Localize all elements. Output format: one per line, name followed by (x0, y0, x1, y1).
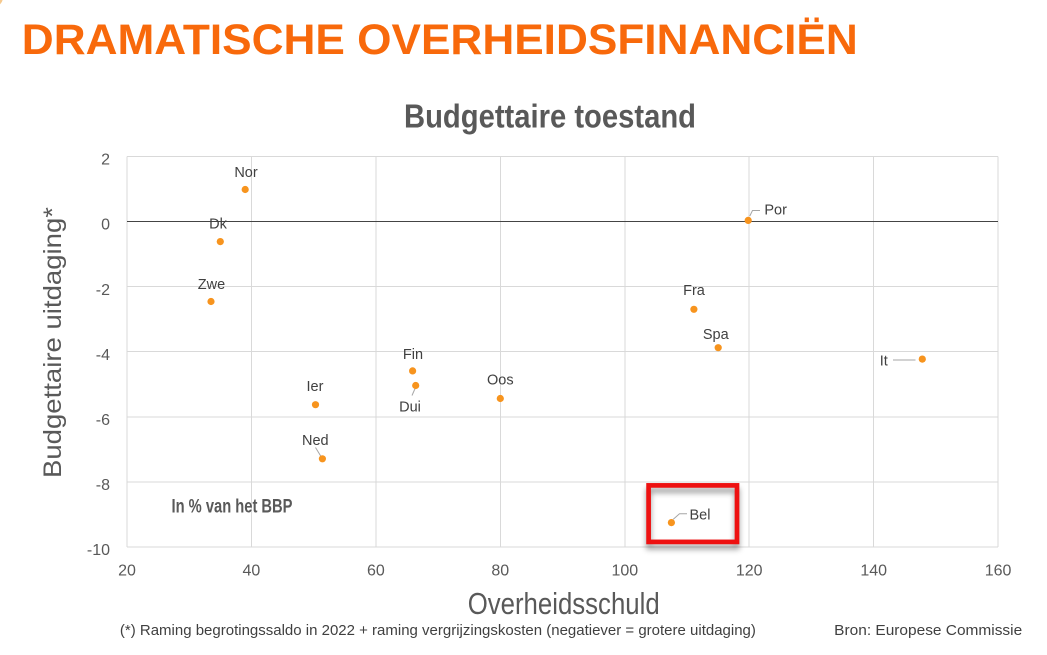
svg-text:Spa: Spa (703, 327, 730, 343)
svg-text:160: 160 (985, 562, 1012, 579)
svg-text:120: 120 (736, 562, 763, 579)
svg-text:Oos: Oos (487, 373, 514, 389)
svg-text:-2: -2 (96, 282, 110, 299)
svg-text:Bron: Europese Commissie: Bron: Europese Commissie (834, 622, 1022, 639)
svg-text:Zwe: Zwe (198, 277, 225, 293)
svg-text:Budgettaire uitdaging*: Budgettaire uitdaging* (39, 207, 67, 478)
svg-text:Dk: Dk (209, 216, 227, 232)
svg-text:-6: -6 (96, 412, 110, 429)
svg-text:100: 100 (611, 562, 638, 579)
svg-text:DRAMATISCHE OVERHEIDSFINANCIËN: DRAMATISCHE OVERHEIDSFINANCIËN (22, 16, 858, 64)
svg-text:-10: -10 (87, 542, 110, 559)
svg-text:Ier: Ier (307, 379, 324, 395)
svg-text:Fin: Fin (403, 347, 423, 363)
svg-text:2: 2 (101, 152, 110, 169)
svg-text:Por: Por (764, 203, 787, 219)
svg-text:-8: -8 (96, 477, 110, 494)
svg-text:140: 140 (860, 562, 887, 579)
svg-text:20: 20 (118, 562, 136, 579)
svg-text:(*) Raming begrotingssaldo in: (*) Raming begrotingssaldo in 2022 + ram… (120, 622, 756, 639)
svg-text:0: 0 (101, 217, 110, 234)
svg-text:40: 40 (243, 562, 261, 579)
svg-text:60: 60 (367, 562, 385, 579)
svg-text:Fra: Fra (683, 283, 706, 299)
svg-text:In % van het BBP: In % van het BBP (172, 497, 293, 518)
svg-text:Dui: Dui (399, 399, 421, 415)
svg-text:Nor: Nor (234, 165, 258, 181)
svg-text:-4: -4 (96, 347, 110, 364)
svg-text:Overheidsschuld: Overheidsschuld (468, 586, 660, 621)
svg-text:80: 80 (491, 562, 509, 579)
svg-text:Ned: Ned (302, 433, 329, 449)
svg-text:It: It (880, 353, 888, 369)
svg-text:Bel: Bel (690, 507, 711, 523)
svg-text:Budgettaire toestand: Budgettaire toestand (404, 98, 696, 135)
